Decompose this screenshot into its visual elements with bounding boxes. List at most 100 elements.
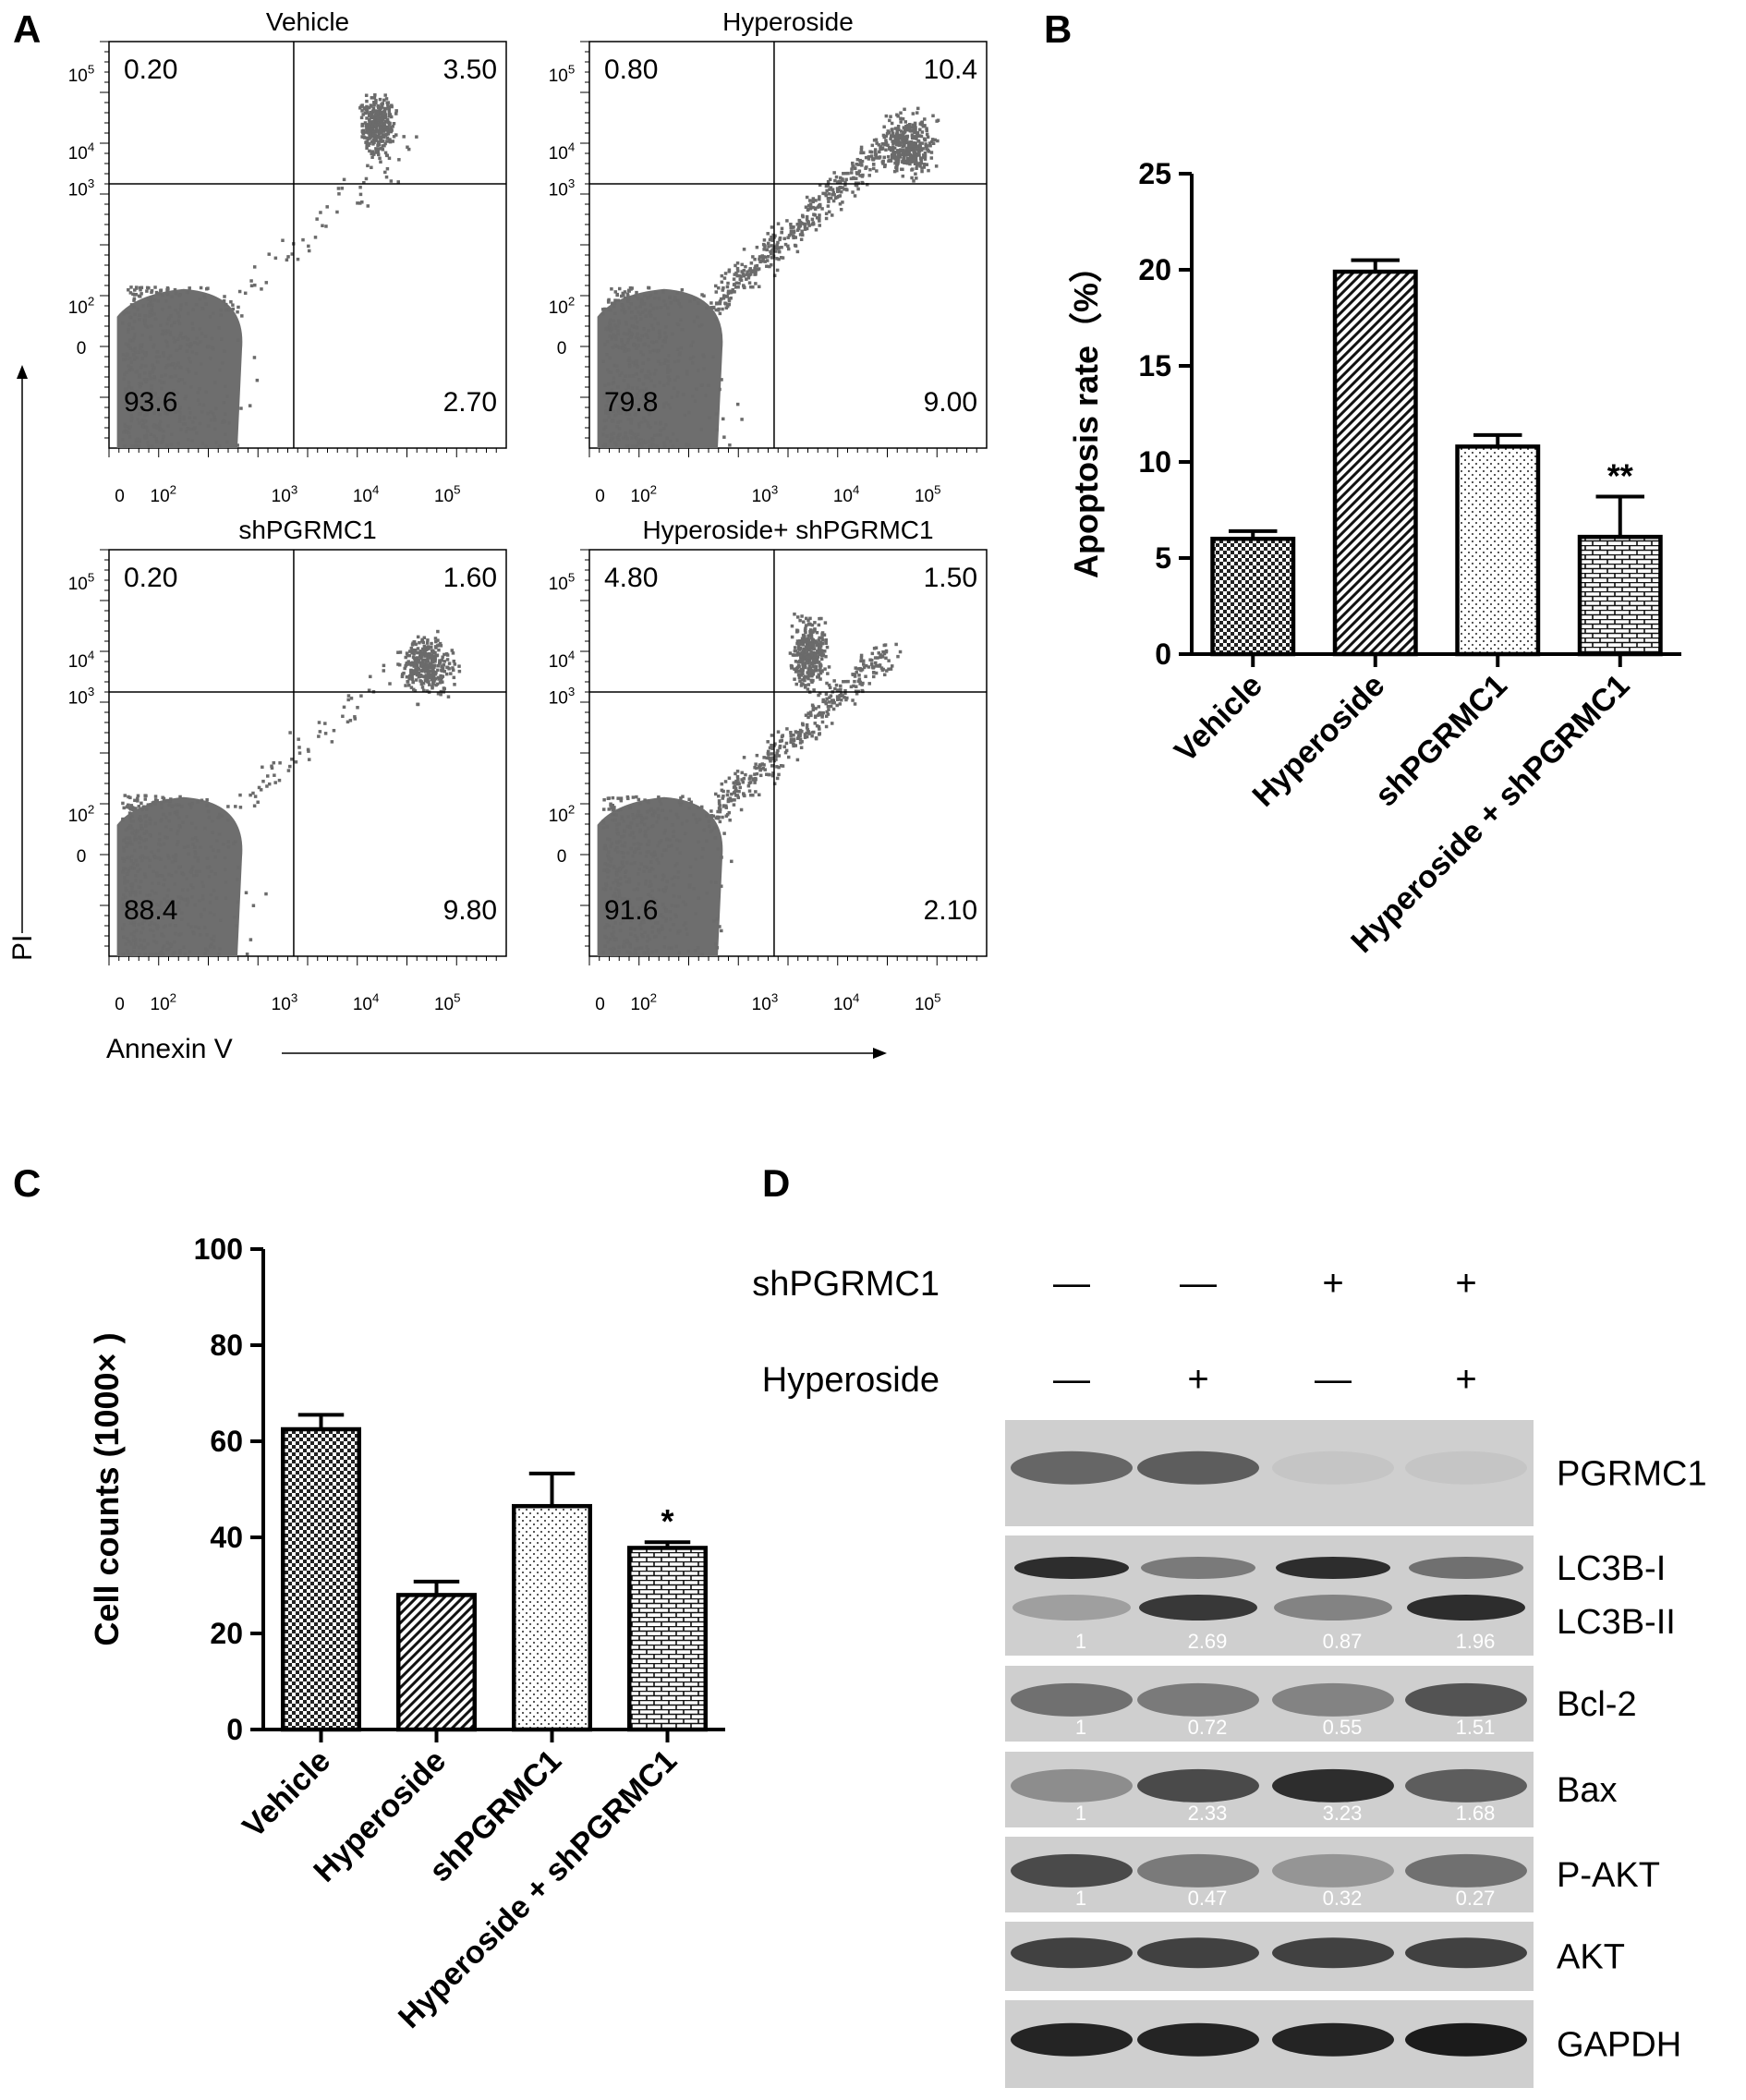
event-dot: [608, 334, 612, 338]
event-dot: [646, 421, 650, 425]
event-dot: [649, 350, 652, 354]
event-dot: [811, 678, 815, 683]
event-dot: [827, 700, 831, 704]
event-dot: [709, 880, 713, 884]
event-dot: [920, 166, 924, 170]
band-density-value: 1: [1075, 1716, 1086, 1739]
event-dot: [757, 285, 761, 289]
event-dot: [605, 923, 609, 927]
event-dot: [734, 789, 737, 794]
event-dot: [814, 667, 818, 671]
event-dot: [691, 340, 695, 344]
event-dot: [392, 135, 396, 139]
event-dot: [156, 298, 161, 303]
event-dot: [657, 331, 661, 335]
event-dot: [367, 143, 370, 148]
event-dot: [167, 396, 172, 401]
event-dot: [663, 325, 668, 329]
event-dot: [778, 746, 782, 750]
event-dot: [720, 884, 723, 888]
event-dot: [630, 286, 634, 290]
event-dot: [136, 395, 140, 399]
event-dot: [799, 684, 804, 687]
event-dot: [430, 645, 433, 649]
event-dot: [157, 355, 162, 358]
event-dot: [675, 347, 680, 351]
event-dot: [638, 337, 643, 342]
event-dot: [209, 937, 213, 941]
event-dot: [884, 649, 889, 653]
event-dot: [650, 925, 655, 929]
event-dot: [612, 812, 616, 817]
event-dot: [383, 106, 388, 111]
event-dot: [819, 657, 824, 662]
event-dot: [422, 636, 427, 639]
event-dot: [205, 797, 209, 802]
event-dot: [318, 730, 322, 734]
event-dot: [630, 831, 634, 835]
event-dot: [643, 308, 648, 312]
blot-strip-1: PGRMC1: [1005, 1420, 1707, 1526]
event-dot: [644, 314, 648, 319]
event-dot: [161, 330, 164, 334]
event-dot: [625, 292, 630, 296]
event-dot: [153, 953, 158, 956]
event-dot: [194, 371, 199, 376]
event-dot: [605, 868, 610, 873]
event-dot: [173, 340, 176, 345]
event-dot: [433, 657, 437, 661]
event-dot: [141, 946, 145, 951]
event-dot: [753, 772, 757, 776]
event-dot: [883, 643, 888, 647]
event-dot: [414, 669, 418, 673]
event-dot: [202, 294, 206, 298]
event-dot: [645, 810, 649, 814]
event-dot: [816, 713, 820, 717]
event-dot: [139, 419, 144, 423]
event-dot: [430, 653, 434, 658]
event-dot: [651, 400, 655, 404]
event-dot: [855, 157, 860, 162]
event-dot: [749, 261, 754, 265]
event-dot: [606, 854, 610, 857]
event-dot: [127, 842, 131, 845]
event-dot: [647, 440, 651, 443]
event-dot: [906, 140, 911, 144]
event-dot: [891, 150, 895, 153]
event-dot: [125, 400, 129, 404]
event-dot: [774, 249, 778, 253]
event-dot: [720, 856, 723, 859]
event-dot: [407, 676, 411, 681]
quadrant-lower-right-value: 9.80: [443, 895, 497, 926]
event-dot: [793, 613, 796, 616]
event-dot: [659, 429, 662, 432]
event-dot: [636, 440, 640, 443]
event-dot: [676, 931, 680, 935]
event-dot: [636, 310, 640, 314]
event-dot: [620, 851, 624, 855]
event-dot: [136, 307, 139, 311]
treatment-sign: —: [1053, 1263, 1090, 1304]
event-dot: [451, 666, 455, 670]
event-dot: [365, 127, 369, 131]
event-dot: [812, 643, 816, 648]
event-dot: [699, 322, 704, 327]
event-dot: [218, 947, 222, 951]
event-dot: [734, 263, 737, 268]
event-dot: [890, 664, 894, 668]
event-dot: [835, 703, 839, 708]
event-dot: [795, 249, 800, 254]
event-dot: [736, 795, 741, 800]
event-dot: [882, 651, 887, 656]
event-dot: [140, 926, 145, 930]
event-dot: [808, 642, 813, 646]
event-dot: [849, 685, 854, 689]
event-dot: [128, 908, 133, 912]
event-dot: [879, 653, 882, 657]
event-dot: [176, 408, 181, 412]
event-dot: [626, 294, 630, 298]
event-dot: [733, 283, 737, 286]
event-dot: [152, 953, 156, 956]
event-dot: [143, 815, 147, 819]
